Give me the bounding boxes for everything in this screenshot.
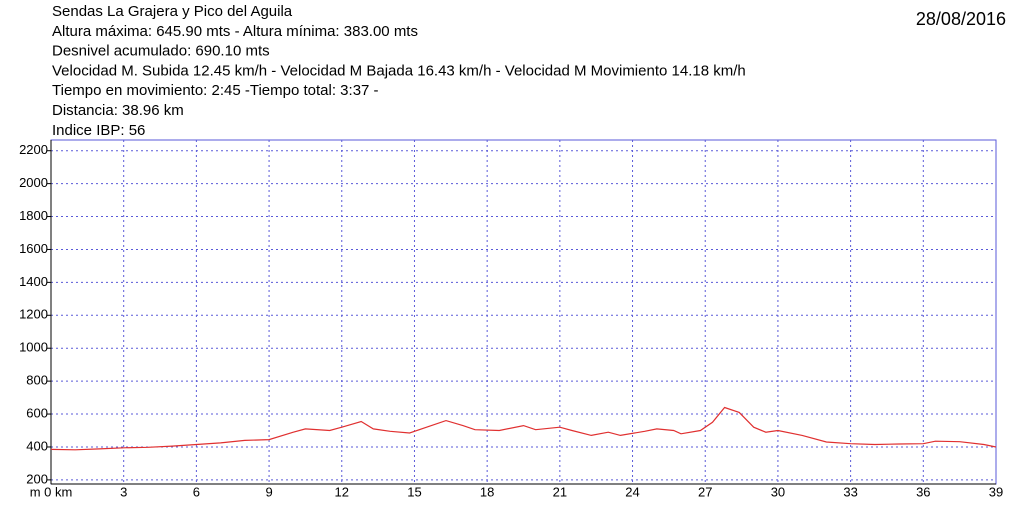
x-tick-label: 27 [698,484,712,499]
header-line: Sendas La Grajera y Pico del Aguila [52,3,293,20]
x-tick-label: 6 [193,484,200,499]
header-line: Tiempo en movimiento: 2:45 -Tiempo total… [52,82,379,99]
header-line: Indice IBP: 56 [52,122,145,139]
date: 28/08/2016 [916,9,1006,29]
y-tick-label: 600 [26,405,48,420]
x-tick-label: 12 [335,484,349,499]
header-line: Velocidad M. Subida 12.45 km/h - Velocid… [52,62,746,79]
y-tick-label: 1400 [19,274,48,289]
header-line: Altura máxima: 645.90 mts - Altura mínim… [52,23,418,40]
x-tick-label: 21 [553,484,567,499]
y-tick-label: 2000 [19,175,48,190]
x-tick-label: 24 [625,484,639,499]
header-line: Desnivel acumulado: 690.10 mts [52,43,270,60]
x-tick-label: 18 [480,484,494,499]
x-tick-label: m 0 km [30,484,73,499]
y-tick-label: 1200 [19,307,48,322]
header-line: Distancia: 38.96 km [52,102,184,119]
y-tick-label: 1000 [19,340,48,355]
y-tick-label: 2200 [19,142,48,157]
y-tick-label: 1600 [19,241,48,256]
y-tick-label: 400 [26,438,48,453]
x-tick-label: 39 [989,484,1003,499]
x-tick-label: 36 [916,484,930,499]
elevation-line [50,406,997,451]
x-tick-label: 9 [265,484,272,499]
y-tick-label: 200 [26,471,48,486]
x-tick-label: 3 [120,484,127,499]
y-tick-label: 1800 [19,208,48,223]
y-tick-label: 800 [26,373,48,388]
x-tick-label: 33 [843,484,857,499]
x-tick-label: 30 [771,484,785,499]
x-tick-label: 15 [407,484,421,499]
plot-frame [50,139,997,485]
